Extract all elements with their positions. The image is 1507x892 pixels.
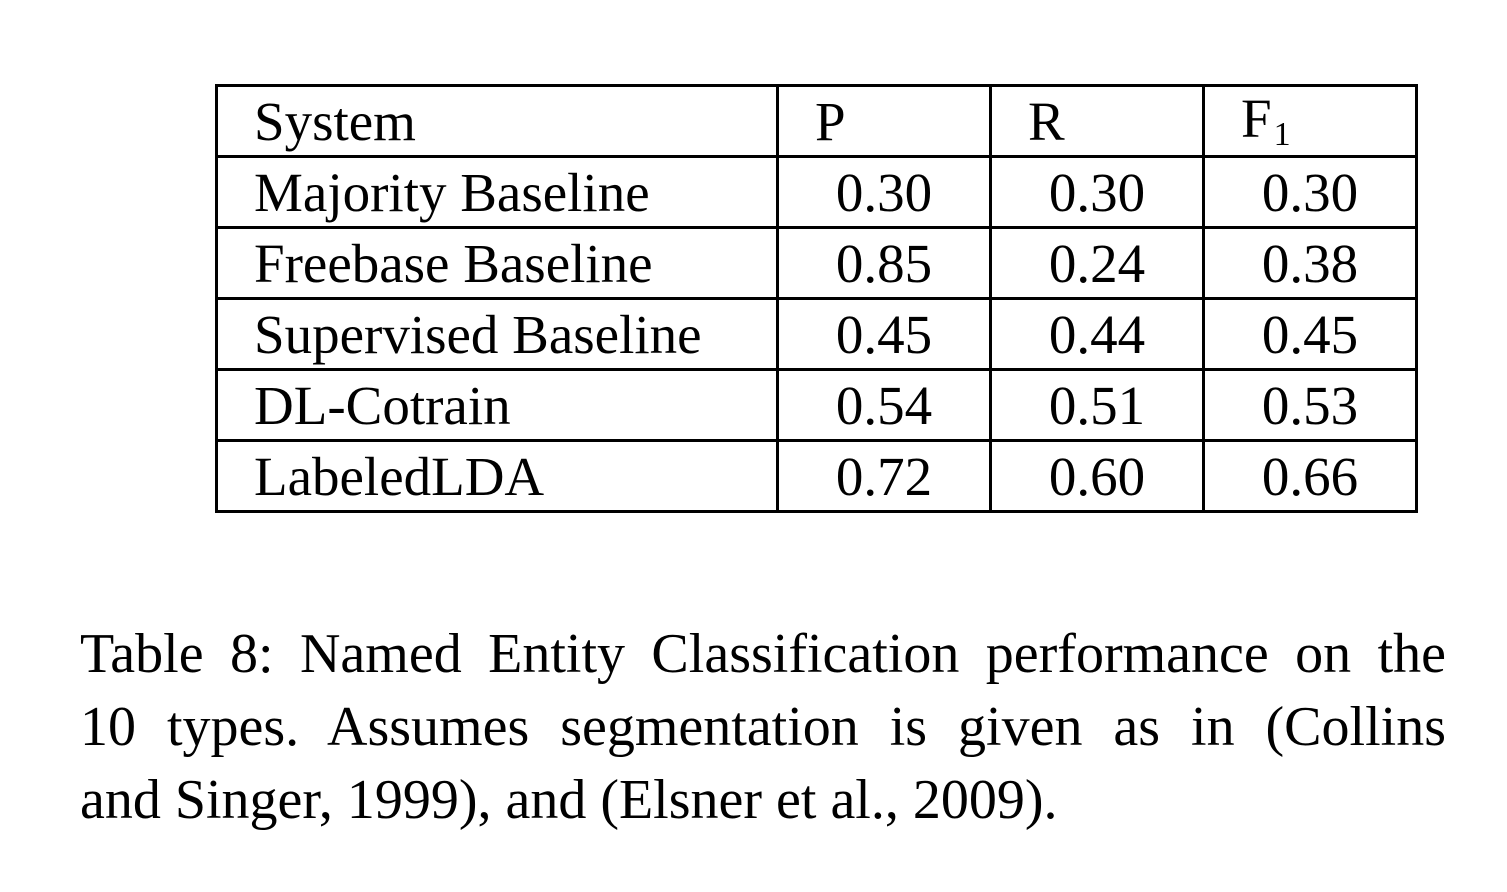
results-table: System P R F1 Majority Baseline 0.30 0.3… bbox=[215, 84, 1418, 513]
header-f1-subscript: 1 bbox=[1273, 115, 1291, 153]
row-recall: 0.44 bbox=[989, 297, 1205, 371]
header-system: System bbox=[215, 84, 779, 158]
row-precision: 0.54 bbox=[776, 368, 992, 442]
row-precision: 0.85 bbox=[776, 226, 992, 300]
row-system: Supervised Baseline bbox=[215, 297, 779, 371]
table-row: DL-Cotrain 0.54 0.51 0.53 bbox=[215, 368, 1418, 442]
row-system: LabeledLDA bbox=[215, 439, 779, 513]
caption-line: and Singer, 1999), and (Elsner et al., 2… bbox=[80, 769, 1058, 831]
caption-line: 10 types. Assumes segmentation is given … bbox=[80, 696, 1446, 758]
row-recall: 0.60 bbox=[989, 439, 1205, 513]
row-f1: 0.45 bbox=[1202, 297, 1418, 371]
row-f1: 0.53 bbox=[1202, 368, 1418, 442]
row-precision: 0.45 bbox=[776, 297, 992, 371]
row-recall: 0.24 bbox=[989, 226, 1205, 300]
row-system: Majority Baseline bbox=[215, 155, 779, 229]
table-header-row: System P R F1 bbox=[215, 84, 1418, 158]
header-precision: P bbox=[776, 84, 992, 158]
row-recall: 0.51 bbox=[989, 368, 1205, 442]
table-row: LabeledLDA 0.72 0.60 0.66 bbox=[215, 439, 1418, 513]
header-f1-label: F bbox=[1241, 87, 1272, 149]
table-row: Supervised Baseline 0.45 0.44 0.45 bbox=[215, 297, 1418, 371]
row-f1: 0.66 bbox=[1202, 439, 1418, 513]
header-recall: R bbox=[989, 84, 1205, 158]
table-row: Freebase Baseline 0.85 0.24 0.38 bbox=[215, 226, 1418, 300]
row-system: Freebase Baseline bbox=[215, 226, 779, 300]
row-recall: 0.30 bbox=[989, 155, 1205, 229]
table-row: Majority Baseline 0.30 0.30 0.30 bbox=[215, 155, 1418, 229]
caption-line: Table 8: Named Entity Classification per… bbox=[80, 623, 1446, 685]
row-f1: 0.30 bbox=[1202, 155, 1418, 229]
table-caption: Table 8: Named Entity Classification per… bbox=[80, 618, 1446, 837]
row-f1: 0.38 bbox=[1202, 226, 1418, 300]
row-precision: 0.30 bbox=[776, 155, 992, 229]
row-system: DL-Cotrain bbox=[215, 368, 779, 442]
header-f1: F1 bbox=[1202, 84, 1418, 158]
row-precision: 0.72 bbox=[776, 439, 992, 513]
